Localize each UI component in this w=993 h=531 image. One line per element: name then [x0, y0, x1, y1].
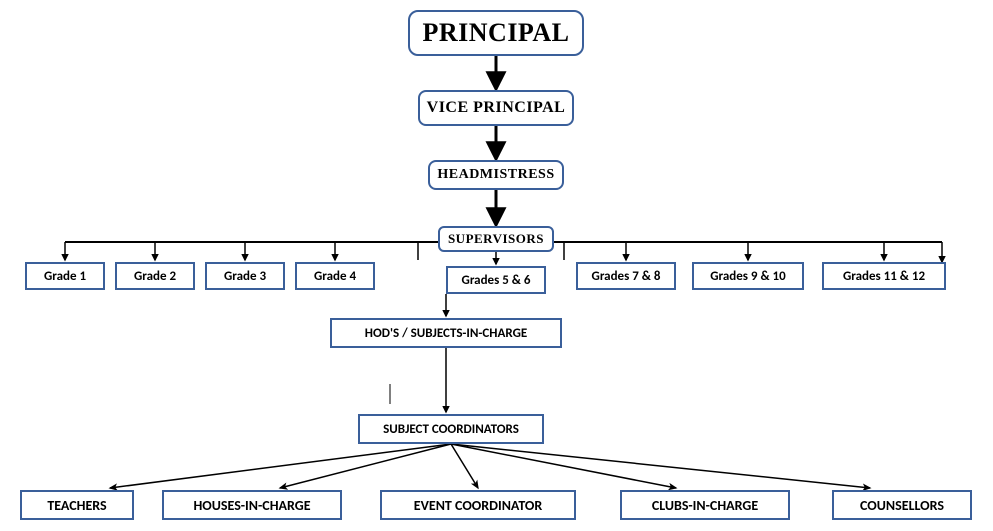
node-label: Grade 4	[314, 269, 356, 284]
edge	[280, 444, 451, 488]
node-label: SUPERVISORS	[448, 231, 544, 247]
node-label: Grades 9 & 10	[710, 269, 786, 284]
node-g78: Grades 7 & 8	[576, 262, 676, 290]
node-vice: VICE PRINCIPAL	[418, 90, 574, 126]
edge	[451, 444, 478, 488]
node-houses: HOUSES-IN-CHARGE	[162, 490, 342, 520]
node-event: EVENT COORDINATOR	[380, 490, 576, 520]
node-label: Grades 7 & 8	[592, 269, 661, 284]
node-label: PRINCIPAL	[422, 18, 569, 48]
node-g1: Grade 1	[25, 262, 105, 290]
node-label: Grade 2	[134, 269, 176, 284]
node-principal: PRINCIPAL	[408, 10, 584, 56]
node-label: TEACHERS	[47, 497, 106, 514]
node-headmistress: HEADMISTRESS	[428, 160, 564, 190]
edge	[451, 444, 676, 488]
node-label: HEADMISTRESS	[437, 167, 554, 183]
node-label: HOUSES-IN-CHARGE	[193, 497, 310, 514]
node-label: Grades 11 & 12	[843, 269, 925, 284]
node-supervisors: SUPERVISORS	[438, 226, 554, 252]
node-counsellors: COUNSELLORS	[832, 490, 972, 520]
edge	[110, 444, 451, 488]
node-g910: Grades 9 & 10	[692, 262, 804, 290]
node-teachers: TEACHERS	[20, 490, 134, 520]
node-g56: Grades 5 & 6	[446, 266, 546, 294]
node-label: VICE PRINCIPAL	[427, 99, 566, 117]
node-g3: Grade 3	[205, 262, 285, 290]
node-label: Grade 1	[44, 269, 86, 284]
node-label: EVENT COORDINATOR	[414, 497, 542, 514]
node-label: HOD'S / SUBJECTS-IN-CHARGE	[365, 326, 527, 341]
node-hods: HOD'S / SUBJECTS-IN-CHARGE	[330, 318, 562, 348]
node-g2: Grade 2	[115, 262, 195, 290]
node-label: Grades 5 & 6	[462, 273, 531, 288]
node-g4: Grade 4	[295, 262, 375, 290]
node-clubs: CLUBS-IN-CHARGE	[620, 490, 790, 520]
node-coords: SUBJECT COORDINATORS	[358, 414, 544, 444]
edge	[451, 444, 870, 488]
node-label: COUNSELLORS	[860, 497, 944, 514]
node-label: SUBJECT COORDINATORS	[383, 422, 519, 437]
node-g1112: Grades 11 & 12	[822, 262, 946, 290]
node-label: CLUBS-IN-CHARGE	[652, 497, 758, 514]
node-label: Grade 3	[224, 269, 266, 284]
